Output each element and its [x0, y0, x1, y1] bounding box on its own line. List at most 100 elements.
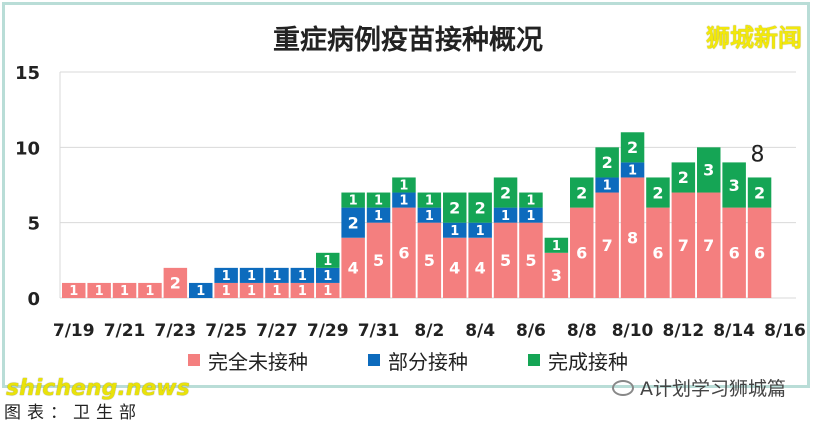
bar-segment — [290, 267, 315, 283]
bar-segment — [519, 207, 543, 223]
bar-segment — [697, 192, 721, 298]
bar-value-label: 1 — [222, 284, 231, 299]
bar-value-label: 1 — [628, 164, 637, 179]
bar-value-label: 3 — [729, 176, 740, 195]
bar-value-label: 4 — [449, 259, 460, 278]
y-tick-label: 10 — [15, 138, 40, 159]
bar-segment — [570, 177, 594, 208]
bar-value-label: 1 — [374, 194, 383, 209]
bar-value-label: 7 — [602, 236, 613, 255]
bar-value-label: 1 — [323, 284, 332, 299]
bar-segment — [290, 282, 315, 298]
bar-segment — [620, 162, 645, 178]
bar-value-label: 2 — [652, 183, 663, 202]
bar-value-label: 2 — [170, 274, 181, 293]
bar-segment — [493, 222, 518, 298]
bar-value-label: 5 — [525, 251, 536, 270]
bar-value-label: 1 — [526, 194, 535, 209]
bar-value-label: 2 — [678, 168, 689, 187]
x-tick-label: 8/8 — [567, 321, 597, 341]
bar-segment — [366, 207, 391, 223]
bar-value-label: 2 — [449, 198, 460, 217]
bar-segment — [443, 192, 467, 223]
legend-item-unvaccinated: 完全未接种 — [188, 346, 308, 375]
bar-value-label: 1 — [272, 269, 281, 284]
bar-value-label: 1 — [552, 239, 561, 254]
x-tick-label: 8/4 — [465, 321, 495, 341]
bar-segment — [316, 252, 340, 268]
bar-value-label: 2 — [348, 213, 359, 232]
bar-value-label: 1 — [298, 284, 307, 299]
x-tick-label: 7/23 — [154, 321, 196, 341]
y-tick-label: 0 — [27, 289, 40, 310]
wechat-account-label: A计划学习狮城篇 — [640, 378, 786, 400]
bar-segment — [112, 282, 137, 298]
total-annotation: 8 — [751, 142, 765, 167]
bar-segment — [214, 267, 238, 283]
bar-value-label: 1 — [222, 269, 231, 284]
bar-value-label: 1 — [399, 179, 408, 194]
bar-segment — [747, 177, 772, 208]
bar-segment — [265, 282, 289, 298]
bar-segment — [392, 177, 416, 193]
legend-swatch-full — [528, 354, 540, 366]
legend-swatch-partial — [368, 354, 380, 366]
bar-value-label: 1 — [120, 284, 129, 299]
bar-segment — [417, 222, 442, 298]
bar-value-label: 1 — [298, 269, 307, 284]
y-tick-label: 15 — [15, 63, 40, 84]
x-tick-label: 8/14 — [713, 321, 755, 341]
bar-value-label: 8 — [627, 228, 638, 247]
legend-item-full: 完成接种 — [528, 346, 628, 375]
bar-value-label: 1 — [425, 209, 434, 224]
bar-value-label: 1 — [145, 284, 154, 299]
bar-value-label: 1 — [95, 284, 104, 299]
bar-segment — [366, 192, 391, 208]
bar-segment — [697, 147, 721, 193]
bar-value-label: 3 — [703, 161, 714, 180]
bar-value-label: 6 — [652, 244, 663, 263]
x-tick-label: 7/19 — [53, 321, 95, 341]
bar-segment — [519, 222, 543, 298]
bar-value-label: 6 — [576, 244, 587, 263]
x-tick-label: 7/31 — [358, 321, 400, 341]
bar-value-label: 5 — [500, 251, 511, 270]
bar-segment — [519, 192, 543, 208]
bar-segment — [722, 207, 746, 298]
bar-segment — [544, 237, 569, 253]
brand-logo-text: 狮城新闻 — [706, 24, 802, 52]
bar-segment — [671, 192, 696, 298]
bar-value-label: 1 — [425, 194, 434, 209]
legend-label-partial: 部分接种 — [388, 349, 468, 374]
bar-value-label: 1 — [501, 209, 510, 224]
x-tick-label: 8/6 — [516, 321, 546, 341]
x-tick-label: 7/27 — [256, 321, 298, 341]
bar-value-label: 5 — [424, 251, 435, 270]
bar-value-label: 1 — [196, 284, 205, 299]
bar-value-label: 1 — [603, 179, 612, 194]
bar-value-label: 6 — [729, 244, 740, 263]
bar-segment — [417, 192, 442, 208]
bar-value-label: 4 — [475, 259, 486, 278]
bar-segment — [620, 132, 645, 163]
bar-segment — [341, 207, 365, 238]
bar-segment — [316, 267, 340, 283]
x-tick-label: 8/16 — [764, 321, 806, 341]
bar-segment — [265, 267, 289, 283]
bar-segment — [443, 237, 467, 298]
bar-segment — [468, 192, 492, 223]
bar-value-label: 1 — [272, 284, 281, 299]
bar-segment — [189, 282, 213, 298]
legend-item-partial: 部分接种 — [368, 346, 468, 375]
bar-segment — [468, 237, 492, 298]
bar-segment — [214, 282, 238, 298]
bar-value-label: 2 — [475, 198, 486, 217]
legend-label-unvaccinated: 完全未接种 — [208, 349, 308, 374]
bar-value-label: 2 — [500, 183, 511, 202]
bar-value-label: 1 — [69, 284, 78, 299]
bar-value-label: 6 — [754, 244, 765, 263]
bar-segment — [239, 267, 264, 283]
bar-segment — [341, 237, 365, 298]
bar-value-label: 7 — [678, 236, 689, 255]
